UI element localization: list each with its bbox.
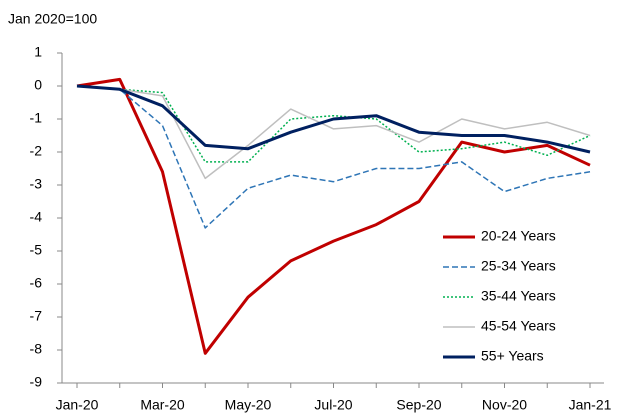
legend-label: 20-24 Years — [481, 228, 556, 244]
legend-label: 35-44 Years — [481, 288, 556, 304]
legend-label: 45-54 Years — [481, 318, 556, 334]
y-tick-label: -1 — [30, 110, 43, 126]
y-tick-label: -3 — [30, 176, 43, 192]
x-tick-label: Jul-20 — [314, 397, 352, 413]
y-axis-label: Jan 2020=100 — [8, 11, 97, 27]
x-tick-label: May-20 — [225, 397, 272, 413]
x-tick-label: Jan-20 — [56, 397, 99, 413]
x-tick-label: Nov-20 — [482, 397, 527, 413]
series-line — [76, 85, 591, 163]
y-tick-label: 0 — [34, 77, 42, 93]
y-tick-label: -2 — [30, 143, 43, 159]
series-line — [76, 85, 591, 180]
series-line — [76, 84, 591, 154]
x-tick-label: Jan-21 — [569, 397, 612, 413]
y-tick-label: -5 — [30, 242, 43, 258]
x-tick-label: Sep-20 — [396, 397, 441, 413]
x-tick-label: Mar-20 — [140, 397, 185, 413]
y-tick-label: -7 — [30, 308, 43, 324]
y-tick-label: -8 — [30, 341, 43, 357]
y-tick-label: 1 — [34, 44, 42, 60]
y-tick-label: -9 — [30, 374, 43, 390]
y-tick-label: -4 — [30, 209, 43, 225]
legend-label: 25-34 Years — [481, 258, 556, 274]
legend-label: 55+ Years — [481, 348, 544, 364]
y-tick-label: -6 — [30, 275, 43, 291]
series-line — [76, 85, 591, 229]
series-line — [76, 77, 591, 355]
